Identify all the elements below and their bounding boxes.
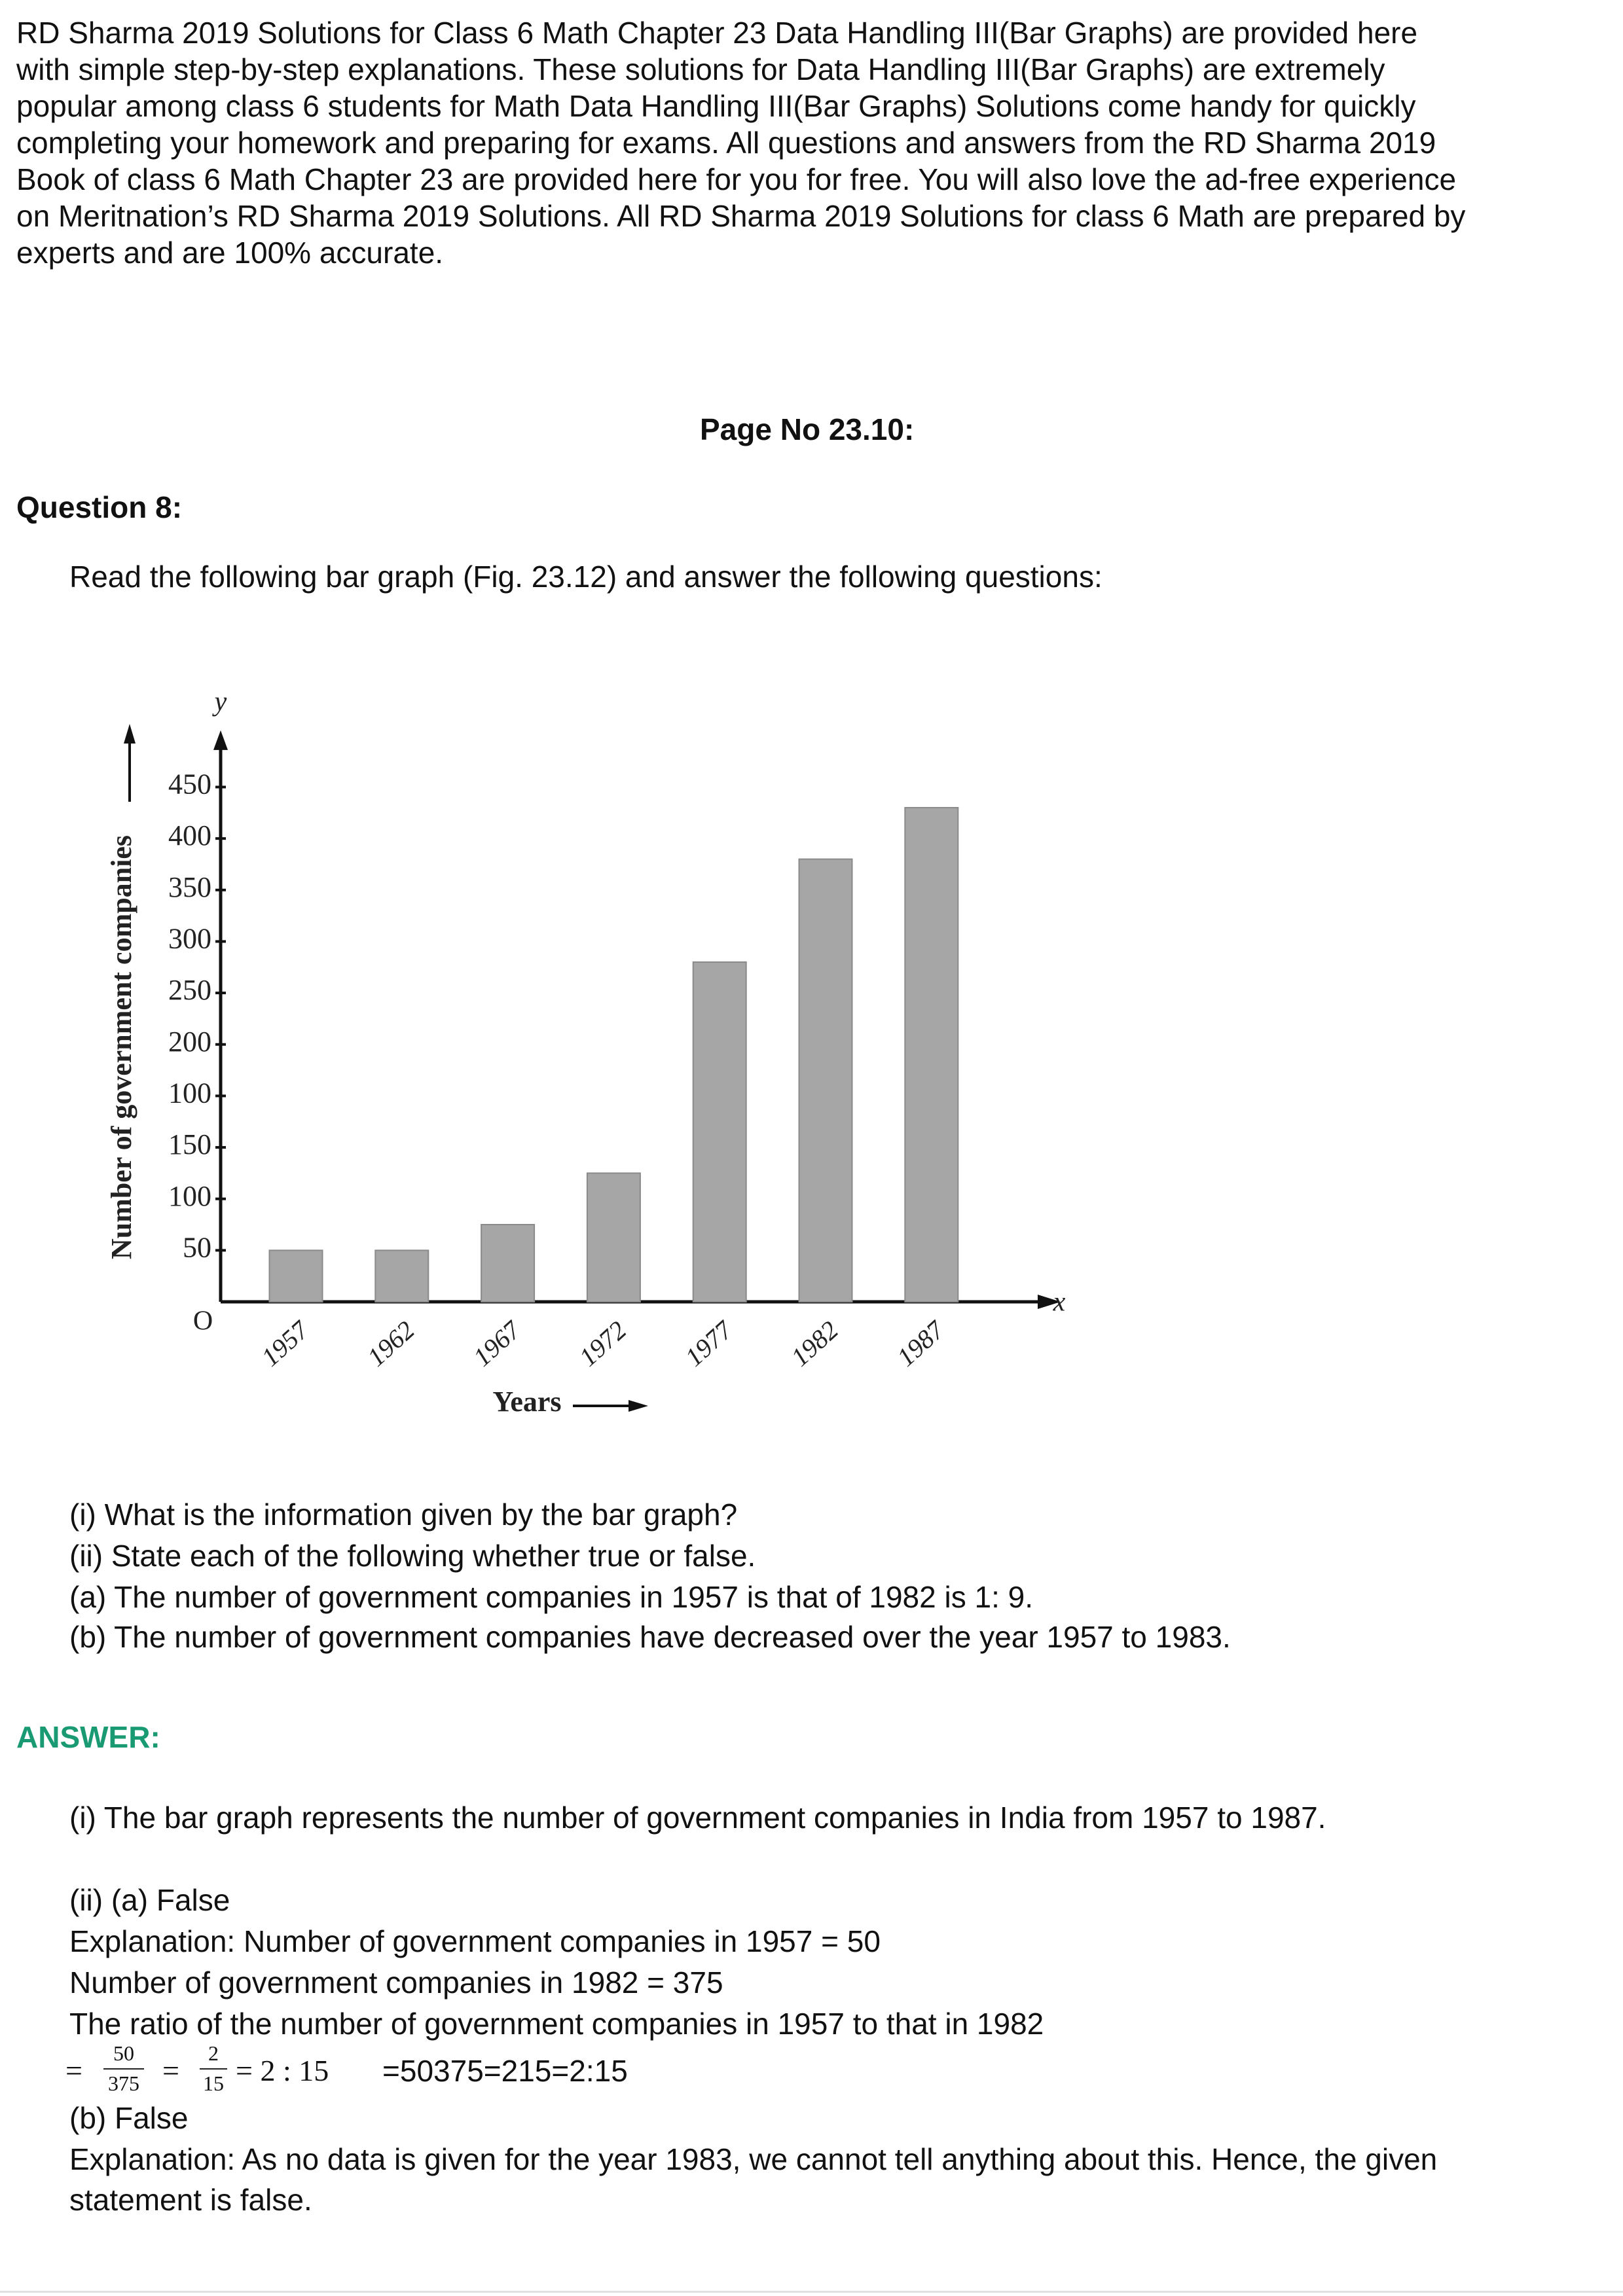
answer-line: The ratio of the number of government co… [69,2007,1044,2041]
answer-line: Number of government companies in 1982 =… [69,1965,723,2000]
question-item: (a) The number of government companies i… [69,1580,1033,1614]
answer-line: (i) The bar graph represents the number … [69,1801,1326,1835]
y-axis-label: Number of government companies [105,835,137,1259]
intro-line: on Meritnation’s RD Sharma 2019 Solution… [16,199,1466,233]
y-tick-label: 100 [168,1077,211,1109]
x-tick-label: 1982 [785,1315,844,1372]
y-tick-label: 100 [168,1180,211,1212]
bar [798,858,853,1302]
y-tick-label: 200 [168,1026,211,1058]
x-axis-name: x [1053,1287,1066,1318]
answer-line: Explanation: As no data is given for the… [69,2142,1438,2176]
intro-line: popular among class 6 students for Math … [16,89,1416,123]
x-tick-label: 1957 [255,1314,315,1372]
y-label-arrowhead [124,724,136,744]
math-result: = 2 : 15 [236,2054,329,2087]
bar [904,806,959,1302]
y-tick-label: 350 [168,871,211,903]
fraction-bar [103,2068,144,2070]
y-axis-name: y [212,687,227,717]
intro-line: RD Sharma 2019 Solutions for Class 6 Mat… [16,16,1418,50]
x-axis-arrow [1038,1295,1061,1309]
y-axis-arrow [213,730,228,750]
page-number: Page No 23.10: [700,412,915,446]
intro-line: Book of class 6 Math Chapter 23 are prov… [16,162,1457,196]
fraction-bar [200,2068,227,2070]
x-tick-label: 1977 [680,1314,739,1372]
x-tick-label: 1967 [467,1314,527,1372]
bar [374,1249,429,1302]
answer-line: statement is false. [69,2183,312,2217]
answer-line: Explanation: Number of government compan… [69,1924,881,1958]
question-item: (i) What is the information given by the… [69,1498,738,1532]
x-tick-label: 1987 [891,1314,951,1372]
answer-line: (b) False [69,2101,189,2135]
y-tick-label: 250 [168,974,211,1006]
bar [268,1249,323,1302]
math-denominator: 375 [108,2072,139,2095]
math-denominator: 15 [203,2072,224,2095]
x-tick-label: 1962 [361,1315,420,1372]
math-plain: =50375=215=2:15 [382,2054,628,2088]
x-label-arrowhead [629,1400,648,1412]
divider [0,2291,1623,2293]
bar [692,961,747,1303]
y-tick-label: 400 [168,819,211,852]
question-item: (b) The number of government companies h… [69,1620,1231,1654]
y-tick-label: 300 [168,923,211,955]
intro-line: experts and are 100% accurate. [16,236,444,270]
y-tick-label: 50 [183,1231,211,1263]
intro-line: completing your homework and preparing f… [16,126,1436,160]
bar [586,1172,641,1302]
math-numerator: 50 [113,2041,134,2065]
answer-heading: ANSWER: [16,1720,160,1754]
answer-line: (ii) (a) False [69,1883,230,1917]
question-prompt: Read the following bar graph (Fig. 23.12… [69,560,1103,594]
math-equals: = [65,2054,82,2087]
x-tick-label: 1972 [574,1315,632,1372]
y-tick-label: 450 [168,768,211,800]
math-numerator: 2 [208,2041,219,2065]
question-item: (ii) State each of the following whether… [69,1539,756,1573]
question-title: Question 8: [16,490,183,524]
intro-line: with simple step-by-step explanations. T… [16,52,1385,86]
x-axis-label: Years [492,1386,561,1418]
math-equals: = [162,2054,179,2087]
bar [481,1224,536,1303]
origin-label: O [193,1306,213,1336]
y-tick-label: 150 [168,1128,211,1160]
